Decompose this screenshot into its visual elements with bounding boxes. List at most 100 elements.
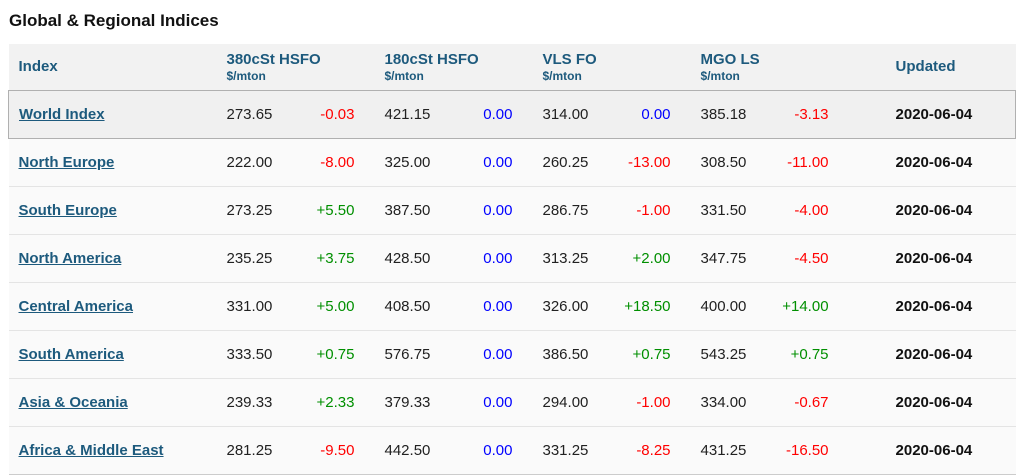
- price-change: 0.00: [483, 201, 513, 219]
- price-value: 387.50: [384, 201, 431, 219]
- price-change: +5.50: [316, 201, 355, 219]
- price-value: 286.75: [542, 201, 589, 219]
- fuel-name: 380cSt HSFO: [226, 50, 321, 68]
- updated-date: 2020-06-04: [895, 153, 973, 171]
- index-cell: World Index: [8, 89, 209, 139]
- price-value: 325.00: [384, 153, 431, 171]
- index-cell: Africa & Middle East: [9, 426, 209, 474]
- updated-date: 2020-06-04: [895, 201, 973, 219]
- updated-date: 2020-06-04: [895, 441, 973, 459]
- price-value: 273.65: [208, 89, 305, 139]
- price-value: 385.18: [682, 89, 779, 139]
- price-value: 543.25: [700, 345, 747, 363]
- price-change: -9.50: [320, 441, 355, 459]
- price-value: 421.15: [366, 89, 463, 139]
- price-change: -8.00: [320, 153, 355, 171]
- price-value: 576.75: [384, 345, 431, 363]
- index-cell: North Europe: [9, 138, 209, 186]
- table-row: World Index 273.65 -0.03 421.15 0.00 314…: [8, 89, 1016, 139]
- column-header-updated: Updated: [895, 58, 956, 76]
- price-change: -8.25: [636, 441, 671, 459]
- table-row: South Europe 273.25 +5.50 387.50 0.00 28…: [8, 186, 1016, 234]
- price-value: 442.50: [384, 441, 431, 459]
- price-change: +0.75: [632, 345, 671, 363]
- indices-table-header: Index 380cSt HSFO $/mton 180cSt HSFO $/m…: [8, 44, 1016, 90]
- column-header-vls-fo: VLS FO $/mton: [525, 44, 683, 90]
- fuel-unit: $/mton: [542, 68, 582, 83]
- column-header-180cst-hsfo: 180cSt HSFO $/mton: [367, 44, 525, 90]
- updated-date: 2020-06-04: [895, 345, 973, 363]
- price-change: 0.00: [483, 153, 513, 171]
- price-change: -16.50: [785, 441, 829, 459]
- region-link[interactable]: Africa & Middle East: [18, 441, 164, 459]
- price-value: 239.33: [226, 393, 273, 411]
- price-change: -3.13: [778, 89, 841, 139]
- region-link[interactable]: South America: [18, 345, 124, 363]
- price-change: -1.00: [636, 393, 671, 411]
- price-change: 0.00: [483, 393, 513, 411]
- price-change: -0.67: [794, 393, 829, 411]
- price-value: 379.33: [384, 393, 431, 411]
- index-cell: Asia & Oceania: [9, 378, 209, 426]
- price-change: -1.00: [636, 201, 671, 219]
- updated-date: 2020-06-04: [895, 249, 973, 267]
- table-row: Asia & Oceania 239.33 +2.33 379.33 0.00 …: [8, 378, 1016, 426]
- price-change: +0.75: [316, 345, 355, 363]
- price-change: +2.33: [316, 393, 355, 411]
- price-value: 331.00: [226, 297, 273, 315]
- price-value: 235.25: [226, 249, 273, 267]
- index-cell: Central America: [9, 282, 209, 330]
- region-link[interactable]: South Europe: [18, 201, 117, 219]
- price-change: -11.00: [787, 153, 829, 171]
- price-value: 326.00: [542, 297, 589, 315]
- price-value: 331.50: [700, 201, 747, 219]
- price-value: 222.00: [226, 153, 273, 171]
- table-row: North Europe 222.00 -8.00 325.00 0.00 26…: [8, 138, 1016, 186]
- updated-date: 2020-06-04: [895, 297, 973, 315]
- price-change: -4.00: [794, 201, 829, 219]
- column-header-mgo-ls: MGO LS $/mton: [683, 44, 841, 90]
- price-change: +14.00: [782, 297, 829, 315]
- price-value: 408.50: [384, 297, 431, 315]
- region-link[interactable]: North America: [18, 249, 122, 267]
- price-value: 431.25: [700, 441, 747, 459]
- price-change: -0.03: [304, 89, 367, 139]
- price-value: 428.50: [384, 249, 431, 267]
- fuel-name: 180cSt HSFO: [384, 50, 479, 68]
- region-link[interactable]: Central America: [18, 297, 134, 315]
- price-change: -4.50: [794, 249, 829, 267]
- price-change: -13.00: [627, 153, 671, 171]
- price-value: 308.50: [700, 153, 747, 171]
- price-value: 294.00: [542, 393, 589, 411]
- index-cell: North America: [9, 234, 209, 282]
- price-change: +3.75: [316, 249, 355, 267]
- price-change: 0.00: [620, 89, 683, 139]
- fuel-unit: $/mton: [384, 68, 424, 83]
- region-link[interactable]: Asia & Oceania: [18, 393, 128, 411]
- indices-table: Index 380cSt HSFO $/mton 180cSt HSFO $/m…: [8, 44, 1016, 475]
- index-cell: South Europe: [9, 186, 209, 234]
- table-row: North America 235.25 +3.75 428.50 0.00 3…: [8, 234, 1016, 282]
- price-value: 347.75: [700, 249, 747, 267]
- price-change: 0.00: [462, 89, 525, 139]
- column-header-index: Index: [18, 58, 58, 76]
- index-cell: South America: [9, 330, 209, 378]
- price-value: 313.25: [542, 249, 589, 267]
- fuel-unit: $/mton: [226, 68, 266, 83]
- price-change: 0.00: [483, 441, 513, 459]
- price-value: 386.50: [542, 345, 589, 363]
- price-change: 0.00: [483, 345, 513, 363]
- fuel-unit: $/mton: [700, 68, 740, 83]
- price-value: 281.25: [226, 441, 273, 459]
- table-row: Africa & Middle East 281.25 -9.50 442.50…: [8, 426, 1016, 474]
- region-link[interactable]: North Europe: [18, 153, 115, 171]
- price-value: 331.25: [542, 441, 589, 459]
- price-value: 314.00: [524, 89, 621, 139]
- indices-table-body: World Index 273.65 -0.03 421.15 0.00 314…: [8, 89, 1016, 474]
- price-value: 334.00: [700, 393, 747, 411]
- price-change: +5.00: [316, 297, 355, 315]
- price-change: +0.75: [790, 345, 829, 363]
- price-change: 0.00: [483, 297, 513, 315]
- region-link[interactable]: World Index: [19, 105, 105, 123]
